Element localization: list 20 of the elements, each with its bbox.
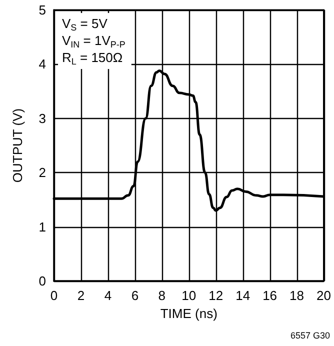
x-tick-label: 12 [208,288,224,303]
x-tick-label: 20 [316,288,332,303]
x-tick-label: 10 [182,288,196,303]
x-tick-label: 16 [262,288,278,303]
text: 6557 G30 [290,330,330,340]
x-tick-label: 8 [158,288,166,303]
x-tick-label: 6 [131,288,139,303]
y-tick-label: 1 [38,219,46,234]
x-tick-label: 2 [77,288,85,303]
y-axis-title: OUTPUT (V) [10,108,25,183]
y-tick-label: 4 [38,56,46,72]
x-axis-title: TIME (ns) [160,306,218,321]
y-tick-label: 2 [38,165,46,180]
y-tick-label: 5 [38,2,46,18]
y-tick-label: 3 [38,110,46,126]
x-tick-label: 0 [50,288,58,303]
x-tick-label: 14 [236,288,250,303]
x-tick-label: 4 [104,288,112,303]
x-tick-label: 18 [290,288,304,303]
y-tick-label: 0 [38,274,46,288]
